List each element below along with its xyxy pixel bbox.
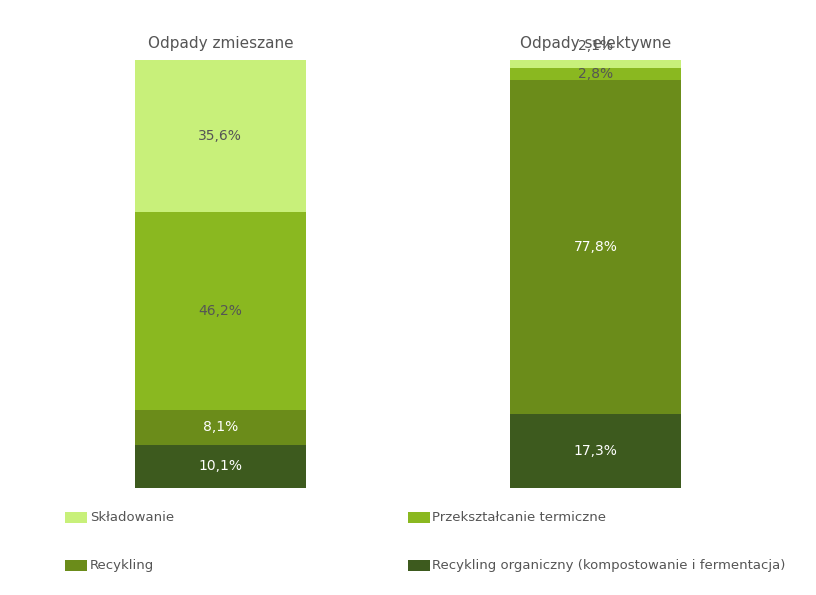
Bar [511,414,681,488]
Text: Przekształcanie termiczne: Przekształcanie termiczne [432,511,606,524]
Text: 8,1%: 8,1% [202,420,238,434]
Title: Odpady zmieszane: Odpady zmieszane [148,36,293,51]
Text: 2,8%: 2,8% [578,67,614,82]
Bar [511,80,681,414]
Text: Recykling organiczny (kompostowanie i fermentacja): Recykling organiczny (kompostowanie i fe… [432,559,786,572]
Text: 2,1%: 2,1% [578,39,614,53]
Text: 46,2%: 46,2% [198,304,242,318]
Text: 35,6%: 35,6% [198,129,242,143]
Bar [135,60,306,212]
Bar [511,60,681,68]
Text: 77,8%: 77,8% [574,240,618,254]
Bar [135,444,306,488]
Text: 10,1%: 10,1% [198,459,242,473]
Bar [511,68,681,80]
Text: Składowanie: Składowanie [90,511,174,524]
Text: Recykling: Recykling [90,559,154,572]
Text: 17,3%: 17,3% [574,444,618,458]
Title: Odpady selektywne: Odpady selektywne [520,36,672,51]
Bar [135,212,306,410]
Bar [135,410,306,444]
